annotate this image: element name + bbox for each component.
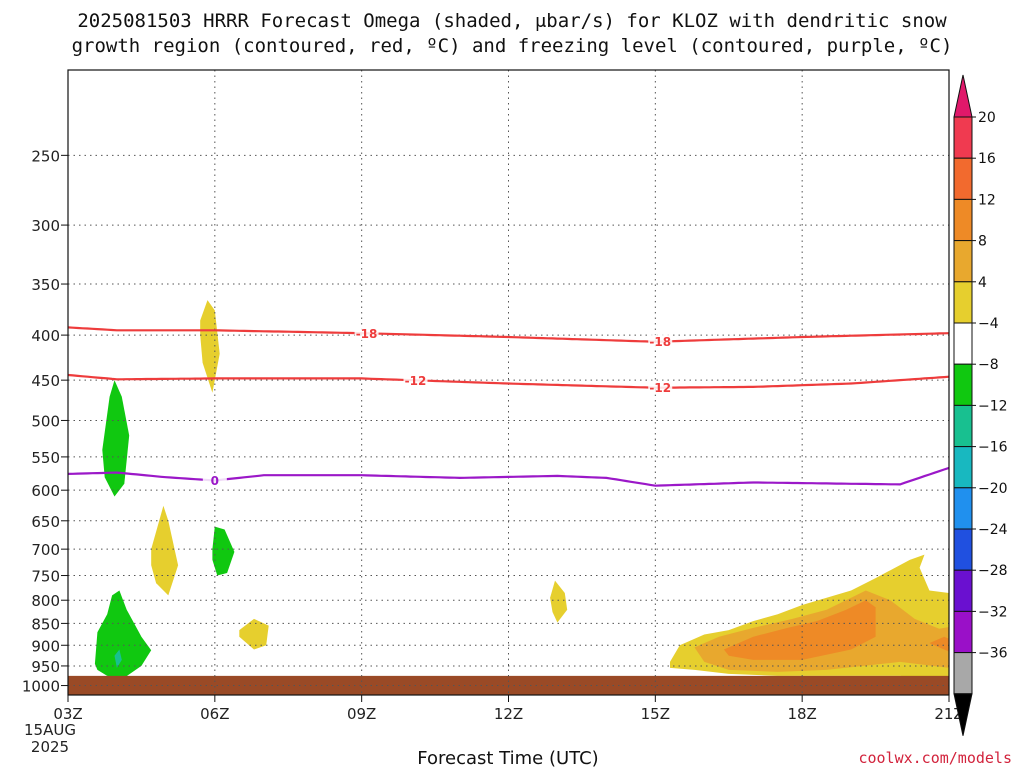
colorbar-swatch-11 <box>953 569 973 612</box>
x-tick-label: 18Z <box>787 705 816 723</box>
pressure-axis: 250 300 350 400 450 500 550 600 650 700 750 800 850 9… <box>22 147 68 696</box>
contour-label-bg-0-1 <box>648 334 673 349</box>
y-tick-label: 850 <box>31 615 60 633</box>
omega-area-2 <box>94 590 152 678</box>
colorbar-swatch-9 <box>953 487 973 530</box>
contour-line-minus12 <box>67 373 950 389</box>
colorbar-label: 20 <box>978 110 996 126</box>
omega-area-7 <box>550 580 568 623</box>
contour-label-bg-2-0 <box>202 473 227 488</box>
omega-area-1 <box>212 526 235 576</box>
y-tick-label: 600 <box>31 482 60 500</box>
colorbar-label: −32 <box>978 604 1008 620</box>
omega-shaded-areas <box>94 300 949 680</box>
colorbar-label: 8 <box>978 234 987 250</box>
colorbar-label: −20 <box>978 481 1008 497</box>
colorbar-label: −28 <box>978 563 1008 579</box>
y-tick-label: 550 <box>31 449 60 467</box>
colorbar-label: 16 <box>978 151 996 167</box>
colorbar-label: −16 <box>978 440 1008 456</box>
contour-label-bg-0-0 <box>354 326 379 341</box>
contour-label: 0 <box>211 474 219 488</box>
colorbar-label: 12 <box>978 192 996 208</box>
omega-area-0 <box>102 380 130 497</box>
y-tick-label: 450 <box>31 372 60 390</box>
y-tick-label: 900 <box>31 637 60 655</box>
colorbar-label: −8 <box>978 357 999 373</box>
y-tick-label: 350 <box>31 276 60 294</box>
colorbar-label: −24 <box>978 522 1008 538</box>
x-tick-label: 09Z <box>347 705 376 723</box>
chart-title-line-2: growth region (contoured, red, ºC) and f… <box>72 35 953 57</box>
y-tick-label: 950 <box>31 658 60 676</box>
omega-area-6 <box>239 618 269 650</box>
colorbar-label: −36 <box>978 646 1008 662</box>
y-tick-label: 1000 <box>22 678 60 696</box>
grid-lines <box>68 70 949 695</box>
colorbar-swatch-2 <box>953 198 973 242</box>
plot-area: -18 -18 -12 -12 0 <box>67 69 950 696</box>
colorbar-swatch-3 <box>953 240 973 283</box>
date-label-day: 15AUG <box>24 721 76 739</box>
colorbar-swatch-6 <box>953 363 973 406</box>
contour-label-bg-1-1 <box>648 380 673 395</box>
y-tick-label: 800 <box>31 592 60 610</box>
contour-label: -18 <box>649 335 671 349</box>
colorbar-swatch-8 <box>953 446 973 489</box>
omega-area-11 <box>929 636 949 652</box>
y-tick-label: 750 <box>31 568 60 586</box>
y-tick-label: 500 <box>31 412 60 430</box>
x-tick-label: 15Z <box>641 705 670 723</box>
chart-title-line-1: 2025081503 HRRR Forecast Omega (shaded, … <box>77 10 947 32</box>
colorbar-swatch-4 <box>953 281 973 324</box>
y-tick-label: 700 <box>31 541 60 559</box>
y-tick-label: 300 <box>31 217 60 235</box>
x-tick-label: 06Z <box>200 705 229 723</box>
x-axis-label: Forecast Time (UTC) <box>417 748 598 768</box>
contour-label-bg-1-0 <box>403 373 428 388</box>
x-tick-label: 12Z <box>494 705 523 723</box>
site-credit: coolwx.com/models <box>858 749 1012 767</box>
colorbar-swatch-7 <box>953 404 973 448</box>
x-tick-label: 21Z <box>934 705 963 723</box>
colorbar-top-arrow <box>953 74 973 118</box>
colorbar-swatch-10 <box>953 528 973 571</box>
y-tick-label: 250 <box>31 147 60 165</box>
x-tick-label: 03Z <box>53 705 82 723</box>
colorbar-swatch-12 <box>953 610 973 654</box>
contour-label: -12 <box>405 374 427 388</box>
colorbar-swatch-13 <box>953 652 973 695</box>
y-tick-label: 650 <box>31 513 60 531</box>
time-axis: 03Z 06Z 09Z 12Z 15Z 18Z 21Z <box>53 695 964 723</box>
contour-label: -12 <box>649 381 671 395</box>
colorbar-swatch-1 <box>953 157 973 200</box>
date-label-year: 2025 <box>31 738 69 756</box>
y-tick-label: 400 <box>31 327 60 345</box>
omega-colorbar: 20 16 12 8 4 −4 −8 −12 −16 −20 −24 −28 −32 −36 <box>953 74 1008 736</box>
colorbar-label: 4 <box>978 275 987 291</box>
contour-line-minus18 <box>67 326 950 343</box>
colorbar-label: −4 <box>978 316 999 332</box>
temperature-contours: -18 -18 -12 -12 0 <box>67 326 950 488</box>
omega-area-3 <box>114 649 122 668</box>
contour-label: -18 <box>356 327 378 341</box>
colorbar-label: −12 <box>978 398 1008 414</box>
colorbar-swatch-0 <box>953 116 973 159</box>
colorbar-bottom-arrow <box>953 693 973 736</box>
omega-area-5 <box>151 505 179 596</box>
colorbar-swatch-5 <box>953 322 973 365</box>
